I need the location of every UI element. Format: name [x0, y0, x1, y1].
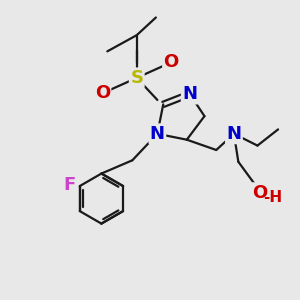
Text: -H: -H	[262, 190, 282, 205]
Text: N: N	[226, 125, 242, 143]
Text: N: N	[182, 85, 197, 103]
Text: O: O	[95, 85, 110, 103]
Text: S: S	[130, 69, 143, 87]
Text: O: O	[164, 53, 179, 71]
Text: O: O	[252, 184, 267, 202]
Text: F: F	[63, 176, 76, 194]
Text: N: N	[150, 125, 165, 143]
